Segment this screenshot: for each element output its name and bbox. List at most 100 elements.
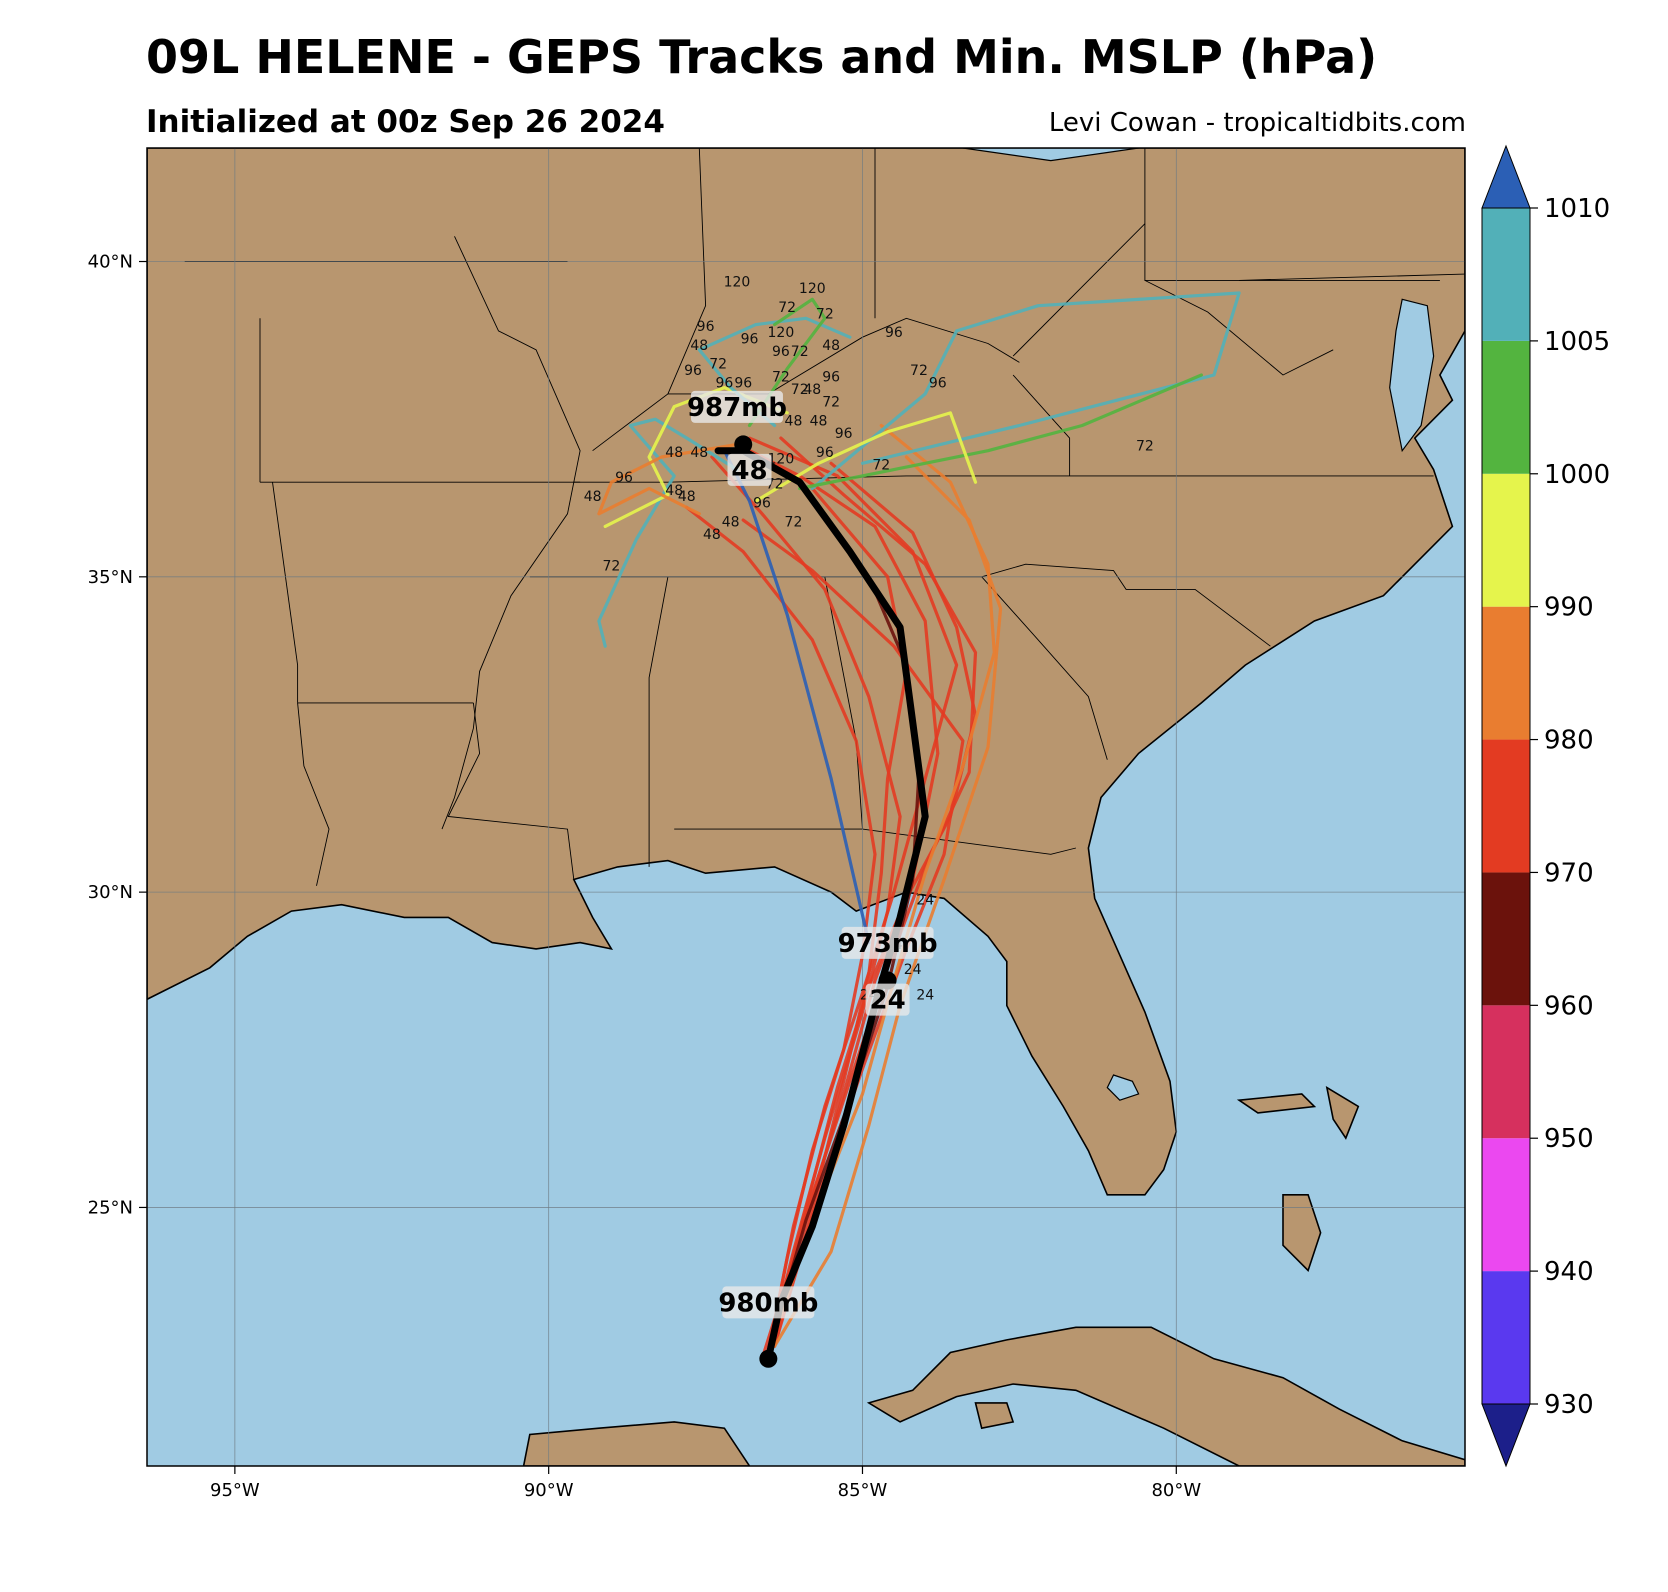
- colorbar-band: [1482, 872, 1530, 1006]
- forecast-hour-label: 96: [734, 376, 752, 392]
- colorbar-band: [1482, 1271, 1530, 1404]
- forecast-hour-label: 72: [1136, 439, 1154, 455]
- forecast-hour-label: 96: [929, 376, 947, 392]
- lon-tick-label: 85°W: [838, 1480, 888, 1501]
- lon-tick-label: 80°W: [1151, 1480, 1201, 1501]
- colorbar-label: 990: [1544, 593, 1594, 623]
- annotation-box: [841, 926, 934, 959]
- mean-track-line: [714, 447, 929, 1363]
- forecast-hour-label: 96: [697, 319, 715, 335]
- annotation-box: [865, 983, 910, 1016]
- isle-of-youth: [974, 1402, 1015, 1430]
- yucatan-land: [522, 1421, 751, 1466]
- forecast-hour-label: 72: [822, 395, 840, 411]
- state-border-line: [1012, 223, 1146, 357]
- pressure-annotation-label: 987mb: [687, 393, 787, 423]
- cuba-land: [866, 1326, 1465, 1466]
- colorbar-label: 970: [1544, 858, 1594, 888]
- forecast-hour-label: 24: [904, 962, 922, 978]
- state-border-line: [297, 702, 330, 886]
- forecast-hour-label: 96: [615, 470, 633, 486]
- state-border-line: [648, 576, 669, 867]
- forecast-hour-label: 48: [810, 413, 828, 429]
- ensemble-track-line: [710, 455, 902, 1355]
- forecast-hour-label: 48: [665, 483, 683, 499]
- pressure-annotation-label: 48: [731, 456, 767, 486]
- forecast-hour-label: 48: [703, 527, 721, 543]
- forecast-hour-label: 96: [741, 331, 759, 347]
- colorbar-lower-cap: [1481, 1403, 1531, 1468]
- annotation-box: [722, 1286, 815, 1319]
- colorbar-band: [1482, 473, 1530, 607]
- ensemble-track-line: [747, 297, 827, 428]
- ensemble-track-line: [772, 486, 909, 1348]
- forecast-hour-label: 48: [785, 413, 803, 429]
- andros-island: [1282, 1194, 1322, 1272]
- forecast-hour-label: 48: [690, 445, 708, 461]
- state-border-line: [1144, 148, 1440, 281]
- lat-tick-label: 35°N: [88, 567, 133, 588]
- colorbar-label: 940: [1544, 1257, 1594, 1287]
- colorbar-band: [1482, 1005, 1530, 1139]
- colorbar-label: 980: [1544, 726, 1594, 756]
- colorbar-label: 950: [1544, 1124, 1594, 1154]
- forecast-hour-label: 96: [816, 445, 834, 461]
- init-time-subtitle: Initialized at 00z Sep 26 2024: [146, 104, 665, 140]
- lat-lon-grid: [147, 148, 1465, 1466]
- forecast-hour-label: 72: [910, 363, 928, 379]
- forecast-hour-label: 48: [822, 338, 840, 354]
- abaco-island: [1325, 1085, 1360, 1140]
- forecast-hour-label: 96: [684, 363, 702, 379]
- pressure-annotation-label: 24: [869, 986, 905, 1016]
- chart-title: 09L HELENE - GEPS Tracks and Min. MSLP (…: [146, 30, 1378, 84]
- mean-track: [714, 447, 929, 1363]
- ensemble-track-line: [798, 373, 1204, 491]
- forecast-hour-label: 48: [722, 514, 740, 530]
- lat-tick-label: 40°N: [88, 252, 133, 273]
- forecast-hour-label: 72: [872, 458, 890, 474]
- state-border-line: [1239, 273, 1465, 281]
- lake-okeechobee: [1106, 1074, 1140, 1101]
- state-border-line: [1012, 374, 1071, 476]
- lat-tick-label: 25°N: [88, 1197, 133, 1218]
- colorbar-label: 960: [1544, 991, 1594, 1021]
- state-border-line: [447, 702, 575, 880]
- state-border-line: [272, 482, 299, 703]
- forecast-hour-label: 120: [799, 281, 826, 297]
- lat-tick-label: 30°N: [88, 882, 133, 903]
- forecast-hour-label: 96: [822, 369, 840, 385]
- forecast-hour-label: 96: [885, 325, 903, 341]
- forecast-hour-label: 24: [916, 893, 934, 909]
- ensemble-track-line: [754, 411, 978, 503]
- track-position-marker: [734, 435, 753, 454]
- forecast-hour-label: 72: [709, 357, 727, 373]
- forecast-hour-label: 72: [816, 306, 834, 322]
- track-position-marker: [759, 1349, 778, 1368]
- ensemble-track-line: [597, 442, 739, 516]
- forecast-hour-label: 48: [803, 382, 821, 398]
- forecast-hour-label: 96: [715, 376, 733, 392]
- annotation-box: [690, 390, 783, 423]
- colorbar-band: [1482, 340, 1530, 474]
- credit-text: Levi Cowan - tropicaltidbits.com: [1048, 108, 1466, 138]
- forecast-hour-label: 96: [753, 495, 771, 511]
- forecast-hour-label: 48: [678, 489, 696, 505]
- forecast-hour-label: 120: [724, 275, 751, 291]
- forecast-hour-label: 72: [603, 559, 621, 575]
- pressure-annotation-label: 980mb: [718, 1288, 818, 1318]
- colorbar-label: 930: [1544, 1390, 1594, 1420]
- state-borders: [184, 148, 1465, 886]
- state-border-line: [981, 576, 1108, 760]
- state-border-line: [667, 148, 707, 395]
- ensemble-tracks: [597, 291, 1241, 1361]
- forecast-hour-label: 72: [791, 382, 809, 398]
- forecast-hour-label: 48: [665, 445, 683, 461]
- forecast-hour-label: 72: [785, 514, 803, 530]
- forecast-hour-label: 48: [584, 489, 602, 505]
- forecast-hour-label: 120: [768, 325, 795, 341]
- forecast-hour-label: 48: [690, 338, 708, 354]
- forecast-hour-label: 72: [778, 300, 796, 316]
- colorbar-upper-cap: [1481, 144, 1531, 209]
